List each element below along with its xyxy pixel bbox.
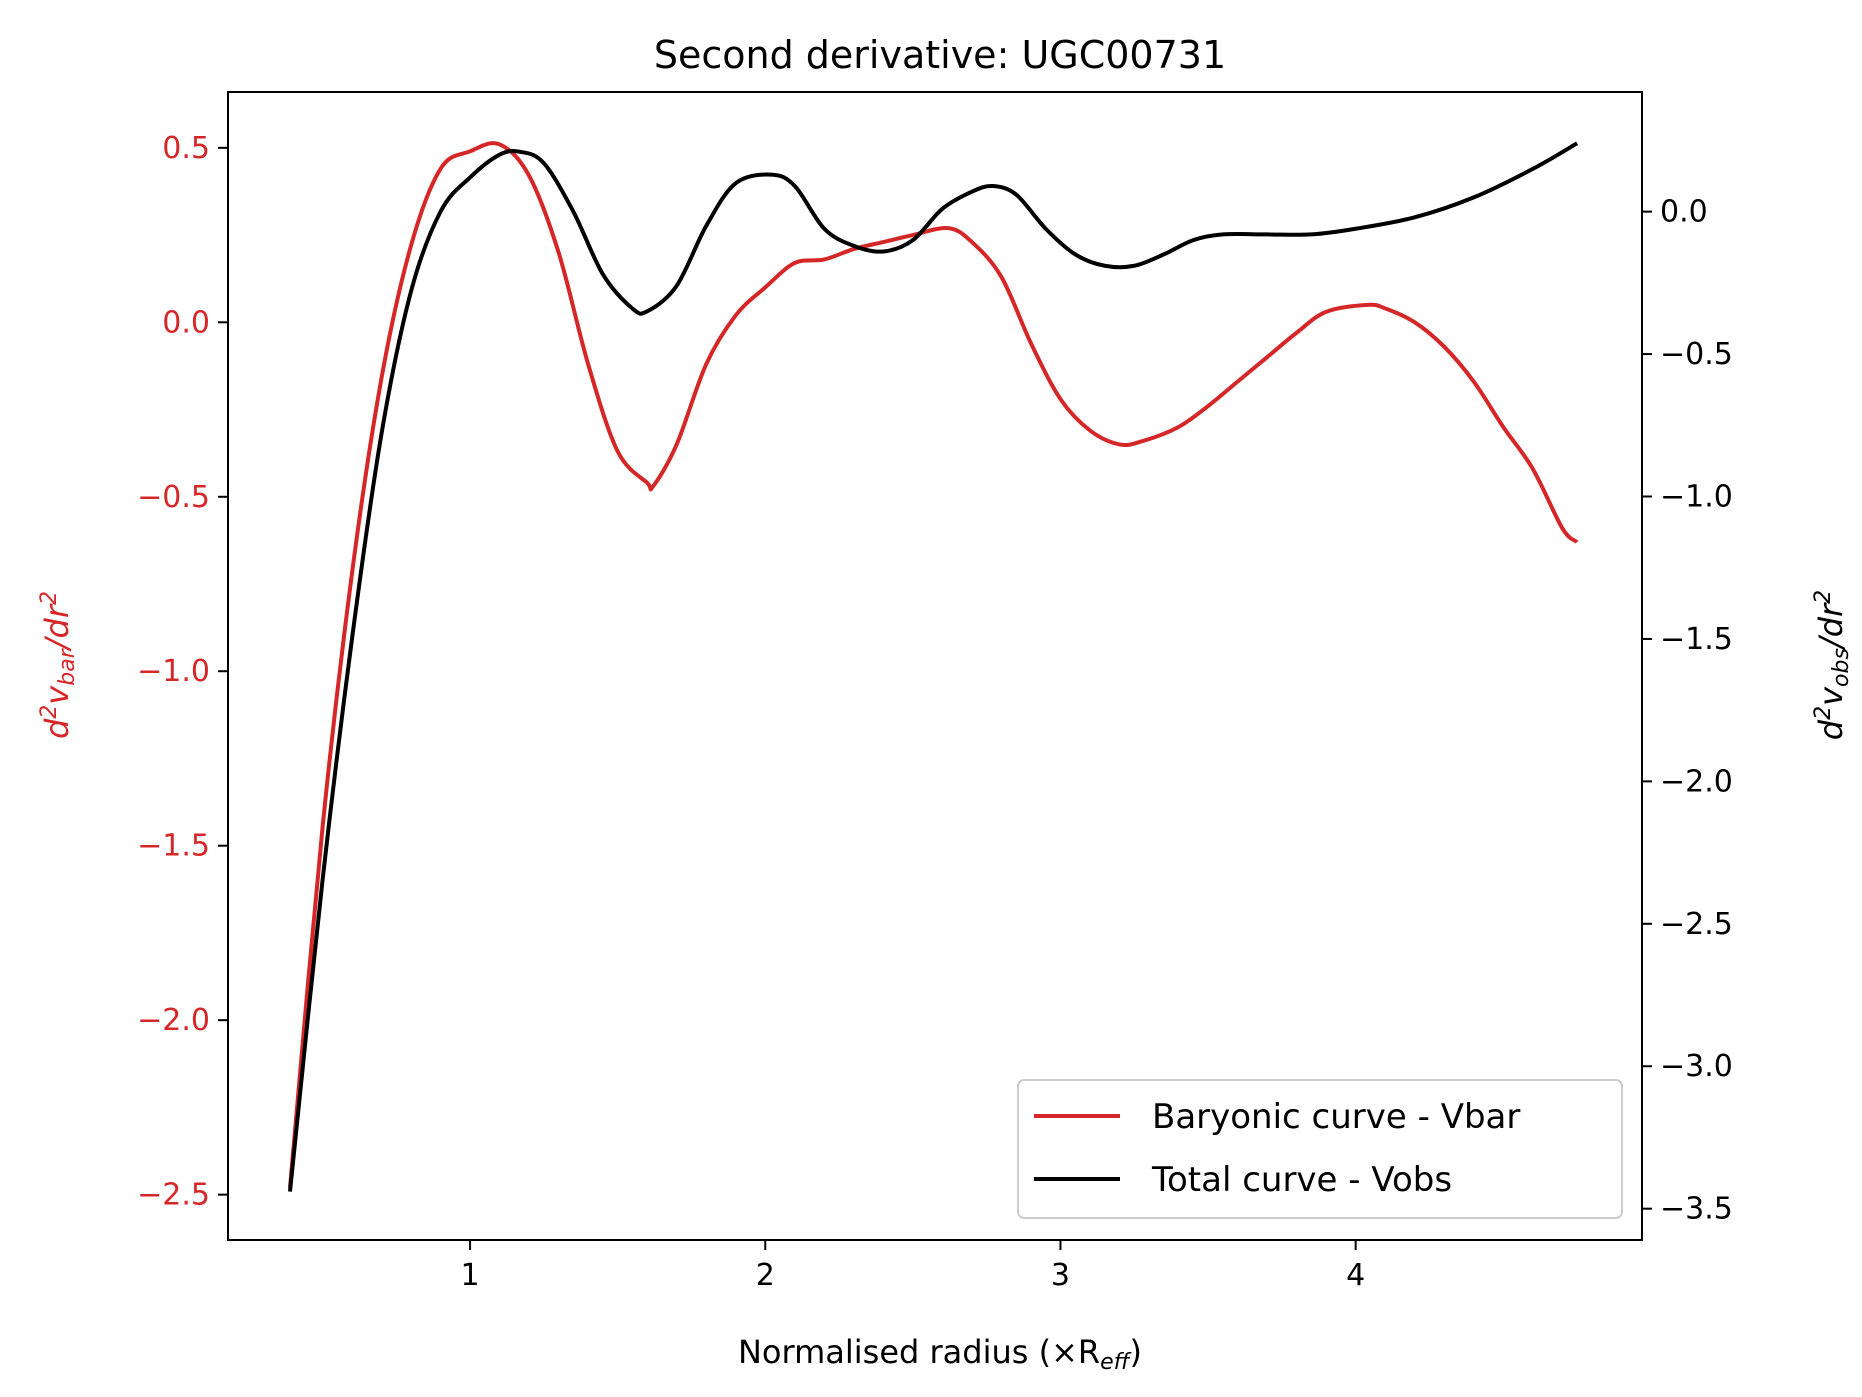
y-axis-right: 0.0 −0.5 −1.0 −1.5 −2.0 −2.5 −3.0 −3.5 [1642,195,1733,1227]
y-left-tick-label: 0.5 [162,131,210,166]
x-axis: 1 2 3 4 [461,1240,1365,1293]
x-axis-label: Normalised radius (×Reff) [738,1333,1142,1375]
y-right-tick-label: −1.5 [1660,622,1733,657]
y-axis-left-label: d2vbar/dr2 [37,591,80,739]
y-right-tick-label: −2.0 [1660,764,1733,799]
legend-label-vobs: Total curve - Vobs [1151,1160,1452,1200]
y-left-tick-label: −2.0 [137,1003,210,1038]
x-tick-label: 1 [461,1258,480,1293]
y-right-tick-label: −0.5 [1660,337,1733,372]
y-left-tick-label: −0.5 [137,480,210,515]
y-left-tick-label: −2.5 [137,1178,210,1213]
y-right-tick-label: −3.5 [1660,1192,1733,1227]
plot-area [287,141,1579,1192]
legend-box [1017,1079,1623,1219]
y-right-tick-label: 0.0 [1660,195,1708,230]
y-axis-right-label: d2vobs/dr2 [1811,590,1854,740]
y-left-tick-label: 0.0 [162,305,210,340]
x-tick-label: 4 [1346,1258,1365,1293]
plot-frame [227,91,1643,1241]
chart-title: Second derivative: UGC00731 [654,33,1226,77]
legend-label-vbar: Baryonic curve - Vbar [1152,1097,1520,1137]
y-right-tick-label: −2.5 [1660,907,1733,942]
y-axis-left: 0.5 0.0 −0.5 −1.0 −1.5 −2.0 −2.5 [137,131,228,1213]
series-line-vobs [288,141,1579,1192]
y-left-tick-label: −1.5 [137,829,210,864]
x-tick-label: 2 [756,1258,775,1293]
series-line-vbar [287,141,1579,1188]
y-right-tick-label: −3.0 [1660,1049,1733,1084]
y-right-tick-label: −1.0 [1660,480,1733,515]
y-left-tick-label: −1.0 [137,654,210,689]
x-tick-label: 3 [1051,1258,1070,1293]
legend: Baryonic curve - Vbar Total curve - Vobs [1017,1079,1623,1219]
